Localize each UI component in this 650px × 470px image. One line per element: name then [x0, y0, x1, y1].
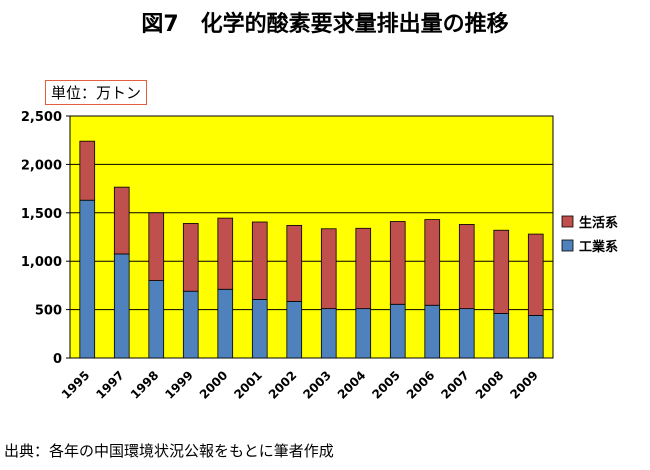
bar-segment	[320, 308, 337, 359]
y-tick-label: 1,000	[21, 255, 62, 270]
x-tick-label: 2006	[404, 368, 438, 402]
bar-segment	[355, 227, 372, 310]
bar-segment	[355, 308, 372, 359]
bar-segment	[148, 280, 165, 359]
bar-segment	[148, 212, 165, 281]
bar-segment	[286, 300, 303, 359]
bar-segment	[79, 199, 96, 359]
chart-title: 図7 化学的酸素要求量排出量の推移	[141, 12, 509, 37]
y-tick-label: 2,000	[21, 158, 62, 173]
x-tick-label: 1997	[93, 368, 127, 402]
bar-segment	[113, 253, 130, 359]
bar-segment	[182, 223, 199, 292]
bar-segment	[458, 308, 475, 359]
legend-swatch	[561, 215, 574, 228]
x-tick-label: 2000	[197, 368, 231, 402]
x-tick-label: 2008	[473, 368, 507, 402]
bar-segment	[458, 224, 475, 310]
bar-segment	[79, 140, 96, 201]
x-tick-label: 2004	[335, 368, 369, 402]
x-tick-label: 2001	[231, 368, 265, 402]
bar-segment	[424, 219, 441, 306]
x-tick-label: 2002	[266, 368, 300, 402]
bar-segment	[217, 217, 234, 290]
bar-segment	[217, 288, 234, 359]
x-tick-label: 2009	[507, 368, 541, 402]
bar-segment	[527, 315, 544, 359]
bar-segment	[113, 186, 130, 255]
bar-segment	[251, 221, 268, 300]
bar-segment	[527, 233, 544, 316]
legend-label: 生活系	[579, 215, 618, 231]
x-tick-label: 1998	[128, 368, 162, 402]
bar-segment	[493, 313, 510, 359]
unit-label: 単位：万トン	[45, 80, 148, 105]
x-tick-label: 2003	[300, 368, 334, 402]
y-tick-label: 2,500	[21, 110, 62, 125]
y-tick-label: 500	[35, 304, 62, 319]
legend-label: 工業系	[579, 239, 618, 255]
bar-segment	[286, 224, 303, 302]
legend-swatch	[561, 239, 574, 252]
bar-segment	[424, 304, 441, 359]
plot-area	[69, 115, 554, 359]
bar-chart: 0 500 1,000 1,500 2,000 2,500 1995 1997 1998 199…	[21, 110, 618, 402]
bar-segment	[251, 299, 268, 359]
y-tick-label: 1,500	[21, 207, 62, 222]
x-tick-label: 2007	[438, 368, 472, 402]
bar-segment	[389, 221, 406, 305]
bar-segment	[389, 303, 406, 359]
x-tick-label: 1999	[162, 368, 196, 402]
source-note: 出典：各年の中国環境状況公報をもとに筆者作成	[4, 442, 334, 460]
x-tick-label: 1995	[59, 368, 93, 402]
y-tick-label: 0	[53, 352, 62, 367]
x-tick-label: 2005	[369, 368, 403, 402]
bar-segment	[493, 229, 510, 314]
bar-segment	[320, 228, 337, 310]
bar-segment	[182, 290, 199, 359]
